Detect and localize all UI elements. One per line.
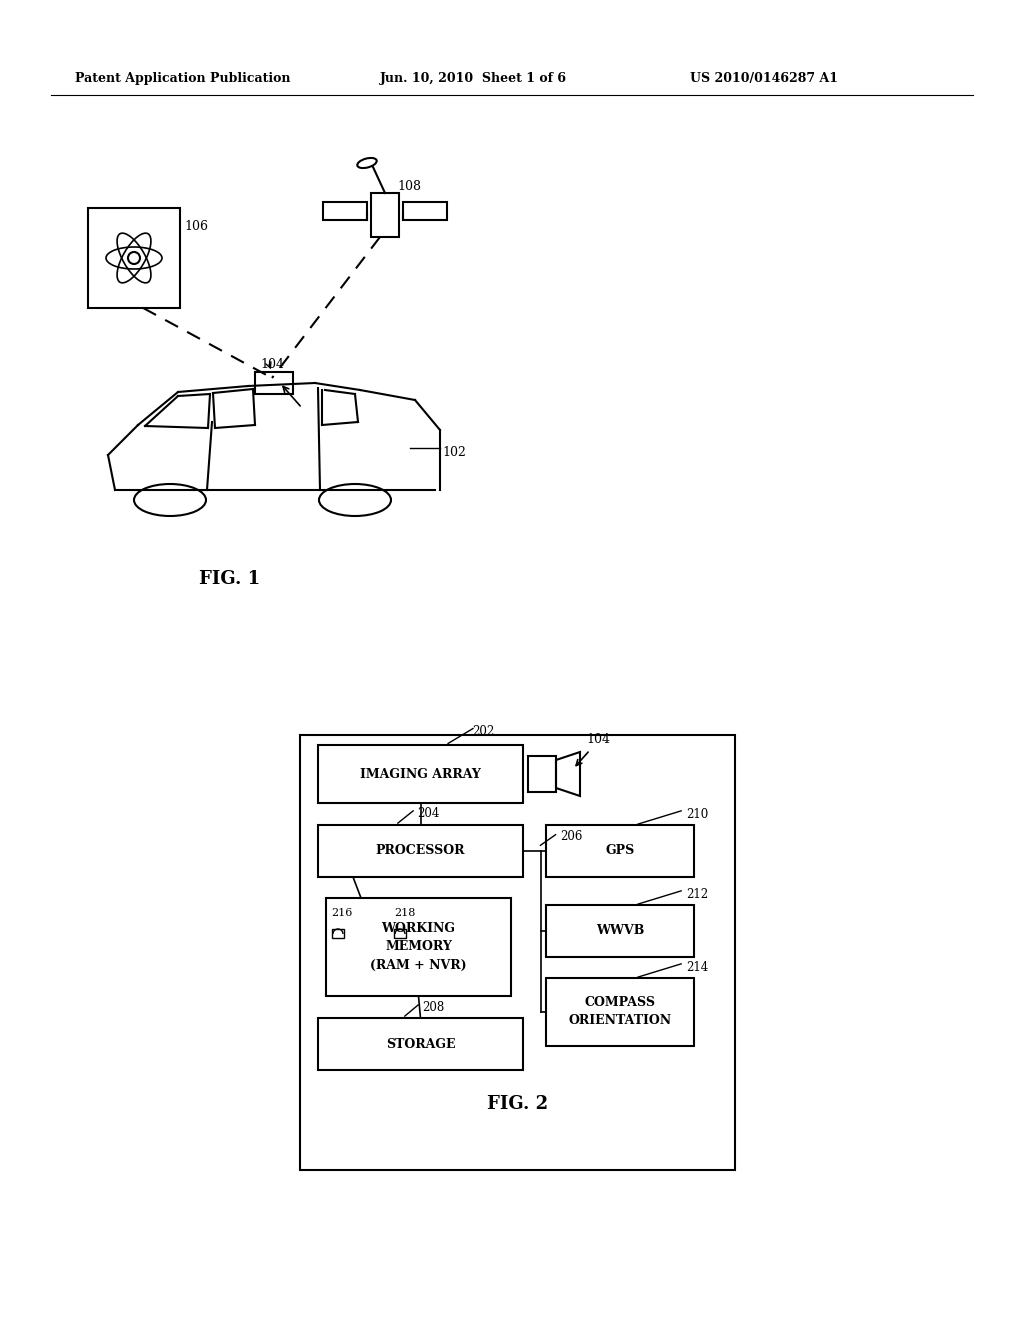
Text: 214: 214 (686, 961, 709, 974)
Text: 210: 210 (686, 808, 709, 821)
Text: 104: 104 (260, 358, 284, 371)
Text: STORAGE: STORAGE (386, 1038, 456, 1051)
Text: WORKING
MEMORY
(RAM + NVR): WORKING MEMORY (RAM + NVR) (371, 923, 467, 972)
Bar (394, 929, 406, 939)
Bar (332, 929, 344, 939)
Text: PROCESSOR: PROCESSOR (376, 845, 465, 858)
Bar (300, 735, 735, 1170)
Text: IMAGING ARRAY: IMAGING ARRAY (360, 767, 481, 780)
Text: 202: 202 (472, 725, 495, 738)
Bar (255, 372, 293, 393)
Text: 212: 212 (686, 888, 709, 902)
Text: 206: 206 (560, 830, 583, 843)
Bar (546, 825, 694, 876)
Bar (403, 202, 447, 220)
Bar (546, 906, 694, 957)
Bar (546, 978, 694, 1045)
Text: COMPASS
ORIENTATION: COMPASS ORIENTATION (568, 997, 672, 1027)
Text: FIG. 1: FIG. 1 (200, 570, 260, 587)
Bar (88, 209, 180, 308)
Text: 104: 104 (586, 733, 610, 746)
Text: 106: 106 (184, 220, 208, 234)
Text: 204: 204 (418, 807, 440, 820)
Text: 102: 102 (442, 446, 466, 458)
Bar (318, 825, 523, 876)
Text: 218: 218 (394, 908, 416, 917)
Bar (318, 744, 523, 803)
Bar (326, 898, 511, 997)
Text: Jun. 10, 2010  Sheet 1 of 6: Jun. 10, 2010 Sheet 1 of 6 (380, 73, 567, 84)
Text: 108: 108 (397, 180, 421, 193)
Text: 216: 216 (331, 908, 352, 917)
Text: FIG. 2: FIG. 2 (487, 1096, 548, 1113)
Text: WWVB: WWVB (596, 924, 644, 937)
Text: GPS: GPS (605, 845, 635, 858)
Text: US 2010/0146287 A1: US 2010/0146287 A1 (690, 73, 838, 84)
Bar (323, 202, 367, 220)
Text: Patent Application Publication: Patent Application Publication (75, 73, 291, 84)
Text: 208: 208 (423, 1001, 444, 1014)
Bar (318, 1018, 523, 1071)
